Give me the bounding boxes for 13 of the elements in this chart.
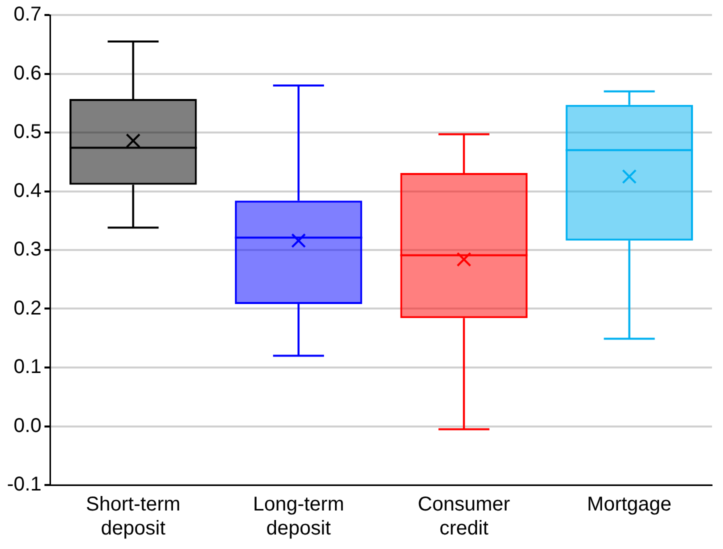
x-tick-label: Long-term deposit (252, 494, 344, 540)
y-tick-label: 0.1 (14, 356, 42, 378)
y-tick-label: 0.5 (14, 121, 42, 144)
x-tick-label: Consumer credit (418, 494, 510, 540)
y-tick-label: 0.2 (14, 297, 42, 320)
y-tick-label: -0.1 (6, 474, 42, 496)
x-tick-label: Mortgage (587, 494, 672, 516)
y-tick-label: 0.7 (14, 4, 42, 26)
x-tick-label: Short-term deposit (86, 494, 180, 540)
y-tick-label: 0.0 (14, 414, 42, 437)
y-tick-label: 0.4 (14, 180, 42, 202)
y-tick-label: 0.3 (14, 238, 42, 261)
y-tick-label: 0.6 (14, 62, 42, 84)
